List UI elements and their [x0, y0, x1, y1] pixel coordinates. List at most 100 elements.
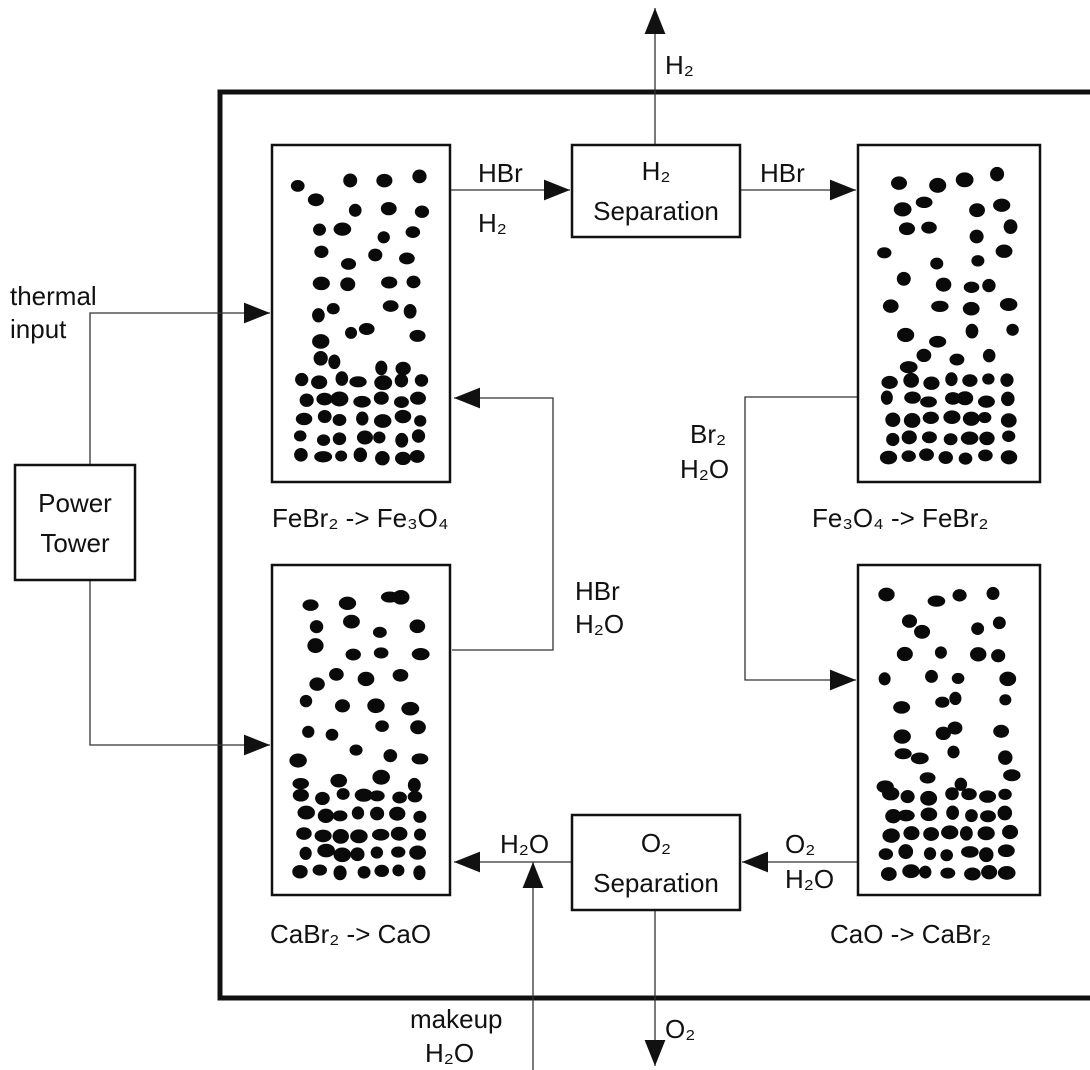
particle — [934, 646, 947, 659]
particle — [943, 410, 961, 425]
particle — [312, 308, 325, 323]
particle — [896, 271, 911, 286]
stream-label: HBr — [478, 158, 523, 188]
particle — [374, 864, 390, 878]
particle — [392, 791, 407, 804]
particle — [970, 647, 987, 662]
stream-label: makeup — [410, 1004, 503, 1034]
particle — [990, 166, 1005, 182]
particle — [927, 595, 946, 607]
particle — [986, 586, 1000, 600]
particle — [945, 372, 958, 387]
particle — [998, 788, 1012, 800]
particle — [882, 299, 899, 313]
particle — [345, 648, 361, 661]
particle — [920, 396, 937, 408]
particle — [969, 229, 984, 244]
particle — [356, 430, 373, 445]
particle — [923, 376, 940, 390]
particle — [369, 790, 385, 802]
stream-label: H₂O — [575, 609, 624, 639]
particle — [312, 276, 330, 291]
particle — [897, 809, 915, 822]
particle — [350, 829, 368, 844]
particle — [317, 409, 332, 424]
unit-label: H₂ — [642, 156, 671, 186]
particle — [350, 847, 365, 862]
particle — [391, 846, 406, 858]
particle — [353, 447, 368, 463]
unit-label: O₂ — [641, 828, 671, 858]
particle — [375, 451, 390, 466]
particle — [394, 396, 409, 409]
particle — [958, 452, 973, 465]
particle — [997, 865, 1016, 880]
particle — [348, 203, 362, 217]
particle — [302, 725, 315, 738]
particle — [354, 788, 373, 802]
particle — [410, 720, 426, 735]
particle — [410, 391, 426, 405]
particle — [312, 864, 328, 876]
reactor-label: FeBr₂ -> Fe₃O₄ — [272, 503, 449, 533]
particle — [943, 433, 958, 446]
stream-label: input — [10, 314, 67, 344]
particle — [903, 372, 920, 388]
reactor — [856, 143, 1042, 484]
particle — [330, 391, 349, 407]
particle — [949, 353, 965, 366]
particle — [382, 300, 399, 312]
h2-separation-box — [570, 143, 742, 239]
particle — [340, 258, 357, 270]
particle — [992, 616, 1006, 630]
particle — [978, 449, 993, 462]
particle — [335, 450, 348, 462]
particle — [333, 847, 351, 863]
particle — [373, 391, 389, 405]
particle — [935, 726, 951, 741]
power-tower-box — [13, 463, 137, 582]
particle — [314, 451, 333, 463]
particle — [1000, 413, 1017, 428]
particle — [394, 373, 409, 388]
particle — [390, 826, 408, 841]
particle — [925, 669, 938, 683]
particle — [1006, 323, 1019, 336]
particle — [982, 278, 996, 293]
particle — [317, 808, 334, 824]
particle — [405, 226, 421, 239]
particle — [368, 248, 383, 262]
particle — [962, 411, 980, 426]
particle — [882, 828, 900, 843]
particle — [978, 412, 992, 424]
particle — [898, 222, 916, 236]
particle — [290, 179, 305, 192]
particle — [921, 431, 937, 444]
particle — [292, 788, 309, 802]
particle — [923, 827, 940, 841]
particle — [392, 590, 410, 605]
particle — [295, 412, 313, 426]
stream-label: O₂ — [665, 1014, 695, 1044]
particle — [947, 721, 963, 735]
particle — [335, 371, 349, 386]
particle — [297, 805, 315, 820]
particle — [357, 865, 371, 879]
particle — [373, 647, 389, 659]
particle — [920, 790, 938, 806]
particle — [938, 451, 953, 464]
particle — [904, 391, 921, 404]
particle — [375, 360, 388, 376]
particle — [955, 172, 974, 188]
particle — [343, 614, 360, 629]
particle — [901, 450, 916, 462]
particle — [292, 777, 309, 790]
particle — [919, 448, 934, 461]
particle — [358, 323, 375, 335]
particle — [313, 351, 328, 366]
particle — [411, 429, 426, 443]
particle — [929, 177, 947, 193]
recycle-arrow — [744, 396, 858, 691]
particle — [370, 806, 385, 821]
particle — [878, 672, 891, 686]
